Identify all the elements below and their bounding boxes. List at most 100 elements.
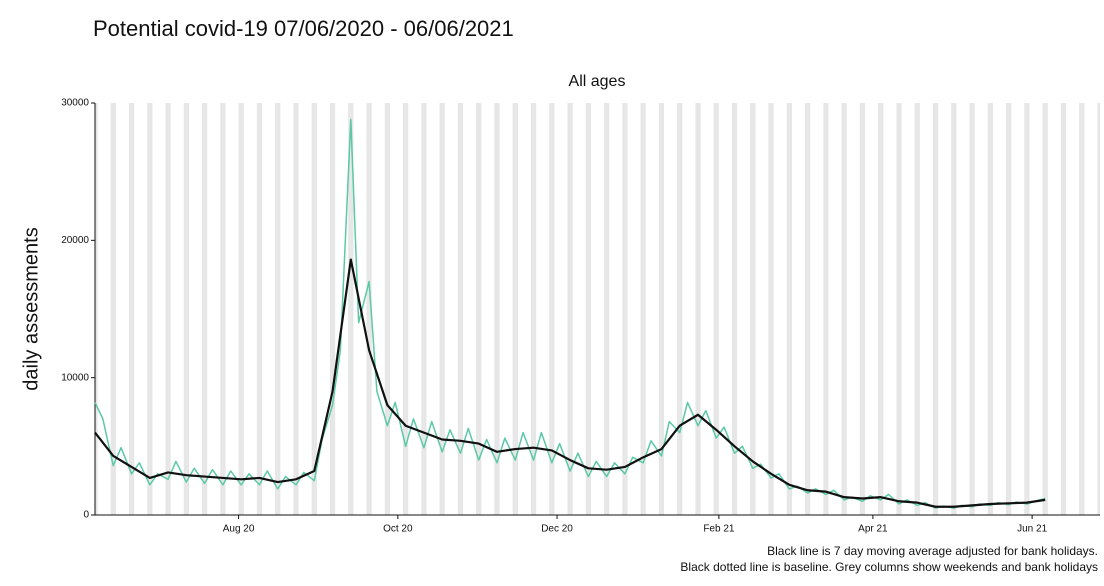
weekend-column [387,103,390,515]
x-tick-label: Dec 20 [541,524,573,535]
note: Black line is 7 day moving average adjus… [767,544,1098,558]
chart-title: Potential covid-19 07/06/2020 - 06/06/20… [93,16,514,41]
weekend-column [1042,103,1046,515]
weekend-column [256,103,260,515]
weekend-column [570,103,573,515]
weekend-column [990,103,993,515]
weekend-column [332,103,336,515]
weekend-column [220,103,223,515]
weekend-column [880,103,884,515]
weekend-column [366,103,370,515]
weekend-column [734,103,738,515]
weekend-column [953,103,957,515]
weekend-column [442,103,445,515]
weekend-column [314,103,317,515]
weekend-column [899,103,902,515]
weekend-column [716,103,719,515]
weekend-column [551,103,555,515]
weekend-column [1008,103,1012,515]
y-axis-label: daily assessments [20,227,42,390]
weekend-column [606,103,610,515]
weekend-column [750,103,753,515]
weekend-column [423,103,427,515]
x-tick-label: Apr 21 [858,524,888,535]
weekend-column [1060,103,1064,515]
weekend-column [403,103,406,515]
weekend-column [622,103,625,515]
weekend-column [1045,103,1048,515]
weekend-column [512,103,516,515]
y-tick-label: 10000 [61,372,89,383]
x-tick-label: Feb 21 [703,524,735,535]
weekend-column [1006,103,1009,515]
weekend-column [113,103,116,515]
weekend-column [296,103,299,515]
weekend-column [862,103,866,515]
weekend-column [460,103,464,515]
weekend-column [731,103,735,515]
weekend-column [149,103,153,515]
weekend-column [329,103,333,515]
weekend-column [969,103,973,515]
weekend-column [241,103,244,515]
weekend-column [1026,103,1030,515]
weekend-column [859,103,863,515]
weekend-column [421,103,424,515]
weekend-column [588,103,591,515]
weekend-column [914,103,918,515]
weekend-column [131,103,135,515]
weekend-column [917,103,920,515]
weekend-column [238,103,242,515]
weekend-column [259,103,263,515]
y-tick-label: 20000 [61,235,89,246]
weekend-column [384,103,388,515]
weekend-column [695,103,698,515]
note: Black dotted line is baseline. Grey colu… [680,560,1098,574]
weekend-column [825,103,829,515]
weekend-column [457,103,461,515]
weekend-column [311,103,315,515]
weekend-column [1097,103,1100,515]
weekend-column [643,103,646,515]
weekend-column [1081,103,1085,515]
weekend-column [585,103,589,515]
weekend-column [661,103,665,515]
subtitle: All ages [569,73,626,90]
weekend-column [165,103,169,515]
weekend-column [972,103,975,515]
weekend-column [222,103,226,515]
weekend-column [275,103,278,515]
weekend-column [147,103,150,515]
weekend-column [204,103,208,515]
weekend-column [658,103,662,515]
weekend-column [110,103,114,515]
weekend-column [807,103,811,515]
weekend-column [789,103,792,515]
weekend-column [752,103,756,515]
weekend-column [935,103,939,515]
weekend-column [439,103,443,515]
weekend-column [878,103,881,515]
x-tick-label: Oct 20 [383,524,413,535]
weekend-column [713,103,717,515]
x-tick-label: Jun 21 [1017,524,1047,535]
weekend-column [768,103,772,515]
weekend-column [823,103,826,515]
y-tick-label: 0 [83,510,89,521]
weekend-column [896,103,899,515]
weekend-column [168,103,171,515]
weekend-column [624,103,628,515]
weekend-column [478,103,482,515]
weekend-column [1079,103,1082,515]
weekend-column [841,103,845,515]
weekend-column [293,103,296,515]
weekend-column [771,103,774,515]
weekend-column [679,103,683,515]
weekend-column [497,103,500,515]
weekend-column [183,103,187,515]
weekend-column [677,103,680,515]
weekend-column [515,103,518,515]
weekend-column [128,103,132,515]
weekend-column [951,103,954,515]
weekend-column [549,103,552,515]
